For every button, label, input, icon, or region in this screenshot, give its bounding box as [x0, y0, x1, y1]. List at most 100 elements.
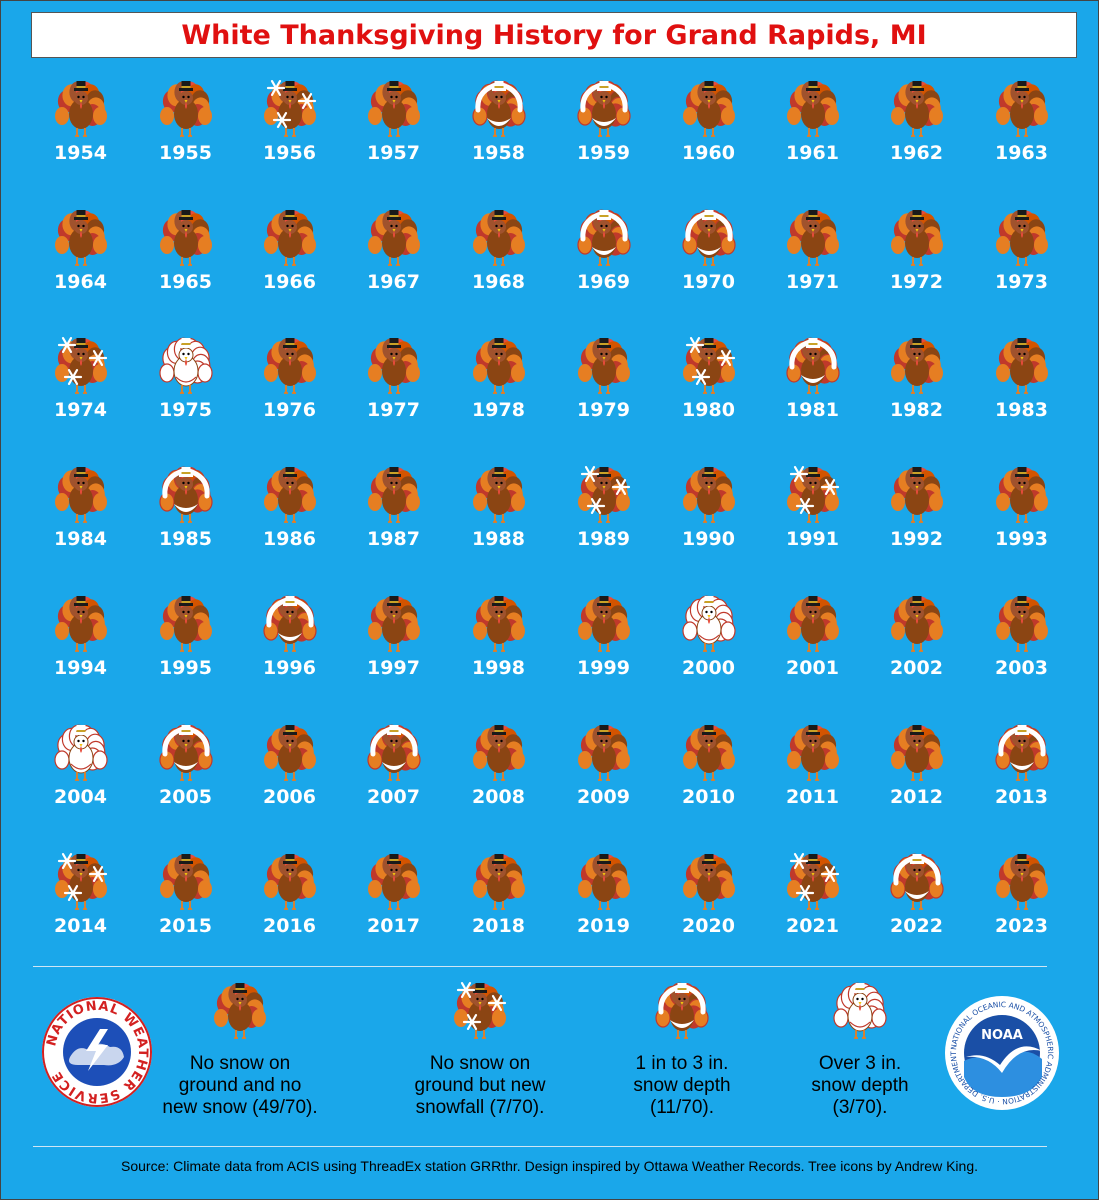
year-label: 1996 [263, 657, 316, 679]
year-label: 1966 [263, 271, 316, 293]
legend-turkey-none-icon [140, 978, 340, 1047]
year-cell: 2017 [341, 849, 446, 959]
year-label: 1975 [159, 399, 212, 421]
legend-label-line: ground but new [414, 1075, 546, 1096]
year-cell: 1977 [341, 333, 446, 443]
year-label: 1957 [367, 142, 420, 164]
year-cell: 2018 [446, 849, 551, 959]
year-label: 1954 [54, 142, 107, 164]
year-cell: 2005 [133, 720, 238, 830]
year-cell: 1968 [446, 205, 551, 315]
year-label: 1960 [682, 142, 735, 164]
legend-turkey-heavy-icon [760, 978, 960, 1047]
year-label: 1986 [263, 528, 316, 550]
year-label: 1997 [367, 657, 420, 679]
nws-logo-icon: NATIONAL WEATHER SERVICE [42, 997, 152, 1107]
legend-label-line: (3/70). [832, 1097, 888, 1118]
year-label: 2020 [682, 915, 735, 937]
year-cell: 1974 [28, 333, 133, 443]
year-label: 1992 [890, 528, 943, 550]
year-cell: 1986 [237, 462, 342, 572]
year-cell: 1955 [133, 76, 238, 186]
year-label: 1988 [472, 528, 525, 550]
year-cell: 1967 [341, 205, 446, 315]
year-label: 1987 [367, 528, 420, 550]
year-cell: 2013 [969, 720, 1074, 830]
year-label: 1981 [786, 399, 839, 421]
year-label: 1983 [995, 399, 1048, 421]
year-label: 1993 [995, 528, 1048, 550]
year-label: 2019 [577, 915, 630, 937]
year-cell: 1978 [446, 333, 551, 443]
year-label: 1990 [682, 528, 735, 550]
year-cell: 1972 [864, 205, 969, 315]
year-cell: 2012 [864, 720, 969, 830]
year-cell: 1954 [28, 76, 133, 186]
year-cell: 1990 [656, 462, 761, 572]
year-cell: 2022 [864, 849, 969, 959]
year-label: 2017 [367, 915, 420, 937]
noaa-logo-icon: NOAA NATIONAL OCEANIC AND ATMOSPHERIC AD… [944, 995, 1059, 1110]
year-label: 2004 [54, 786, 107, 808]
year-cell: 1976 [237, 333, 342, 443]
year-label: 1977 [367, 399, 420, 421]
year-label: 1985 [159, 528, 212, 550]
year-label: 2013 [995, 786, 1048, 808]
year-label: 1976 [263, 399, 316, 421]
legend-label-line: snow depth [811, 1075, 909, 1096]
divider-bottom [33, 1146, 1047, 1147]
year-label: 2023 [995, 915, 1048, 937]
title-box: White Thanksgiving History for Grand Rap… [31, 12, 1077, 58]
year-label: 1989 [577, 528, 630, 550]
legend-label-line: snowfall (7/70). [415, 1097, 545, 1118]
year-cell: 1964 [28, 205, 133, 315]
year-cell: 1982 [864, 333, 969, 443]
year-cell: 1958 [446, 76, 551, 186]
noaa-logo-center: NOAA [981, 1028, 1023, 1043]
legend-label-line: 1 in to 3 in. [635, 1053, 729, 1074]
year-label: 2006 [263, 786, 316, 808]
year-cell: 2010 [656, 720, 761, 830]
legend-label-line: ground and no [178, 1075, 302, 1096]
legend-turkey-light-icon [582, 978, 782, 1047]
year-label: 2008 [472, 786, 525, 808]
year-cell: 1957 [341, 76, 446, 186]
year-cell: 2011 [760, 720, 865, 830]
year-cell: 1995 [133, 591, 238, 701]
year-label: 1982 [890, 399, 943, 421]
year-cell: 1961 [760, 76, 865, 186]
legend-label-line: snow depth [633, 1075, 731, 1096]
year-label: 2009 [577, 786, 630, 808]
year-cell: 1996 [237, 591, 342, 701]
year-label: 1991 [786, 528, 839, 550]
year-cell: 1962 [864, 76, 969, 186]
year-label: 2015 [159, 915, 212, 937]
year-cell: 1985 [133, 462, 238, 572]
year-cell: 2019 [551, 849, 656, 959]
year-cell: 1999 [551, 591, 656, 701]
year-cell: 1960 [656, 76, 761, 186]
year-label: 2003 [995, 657, 1048, 679]
year-cell: 1991 [760, 462, 865, 572]
year-label: 1969 [577, 271, 630, 293]
year-cell: 1987 [341, 462, 446, 572]
year-label: 1999 [577, 657, 630, 679]
legend-turkey-new-icon [380, 978, 580, 1047]
legend-item-light: 1 in to 3 in. snow depth (11/70). [582, 978, 782, 1119]
year-cell: 2002 [864, 591, 969, 701]
year-label: 1984 [54, 528, 107, 550]
year-cell: 1989 [551, 462, 656, 572]
year-cell: 2004 [28, 720, 133, 830]
year-label: 1967 [367, 271, 420, 293]
year-label: 1972 [890, 271, 943, 293]
year-cell: 1993 [969, 462, 1074, 572]
year-label: 2010 [682, 786, 735, 808]
year-label: 2022 [890, 915, 943, 937]
legend-label-line: No snow on [189, 1053, 291, 1074]
year-label: 1964 [54, 271, 107, 293]
year-cell: 2021 [760, 849, 865, 959]
year-label: 2005 [159, 786, 212, 808]
year-label: 1956 [263, 142, 316, 164]
year-cell: 2006 [237, 720, 342, 830]
year-label: 1978 [472, 399, 525, 421]
